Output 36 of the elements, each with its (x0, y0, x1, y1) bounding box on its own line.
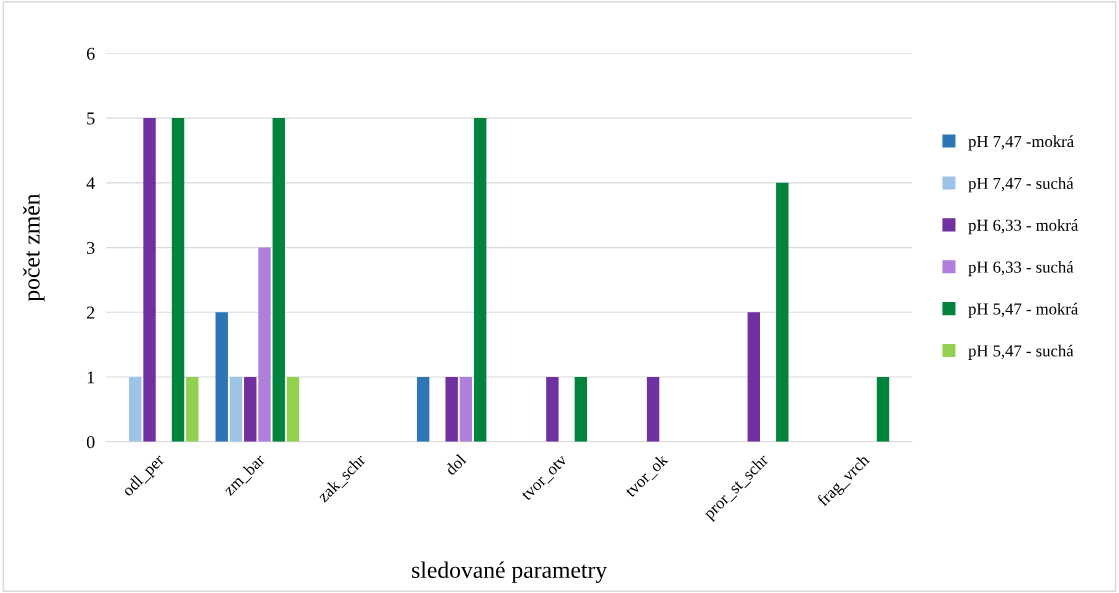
y-tick-label: 0 (86, 436, 95, 449)
y-tick-label: 4 (86, 177, 95, 190)
bar (876, 377, 890, 442)
y-tick-label: 2 (86, 306, 95, 319)
legend-label: pH 6,33 - suchá (968, 260, 1074, 277)
bar (776, 182, 789, 442)
bar (747, 312, 760, 442)
legend-label: pH 6,33 - mokrá (968, 219, 1079, 235)
y-tick-label: 1 (87, 371, 95, 384)
legend-label: pH 7,47 - suchá (968, 177, 1074, 193)
bar (129, 377, 142, 442)
bar (574, 377, 588, 442)
y-tick-label: 6 (86, 47, 95, 60)
bar (646, 377, 660, 442)
x-axis-title: sledované parametry (412, 561, 608, 583)
x-tick-label: dol (444, 453, 467, 476)
bar (445, 377, 458, 442)
legend-label: pH 5,47 - suchá (968, 344, 1074, 360)
bar (258, 247, 271, 442)
bar (546, 377, 559, 442)
bar (459, 377, 473, 442)
bar (272, 118, 285, 442)
y-tick-label: 5 (87, 112, 95, 125)
bar (186, 377, 199, 442)
bar (473, 118, 487, 442)
bar (171, 118, 185, 442)
bar (143, 118, 156, 442)
y-tick-label: 3 (87, 241, 95, 255)
y-axis-title: počet změn (23, 193, 45, 302)
bar (244, 377, 257, 442)
legend-label: pH 5,47 - mokrá (968, 302, 1079, 319)
bar (286, 377, 300, 442)
legend-label: pH 7,47 -mokrá (968, 135, 1074, 151)
bar (215, 312, 228, 442)
bar (229, 377, 243, 442)
bar (416, 377, 430, 442)
